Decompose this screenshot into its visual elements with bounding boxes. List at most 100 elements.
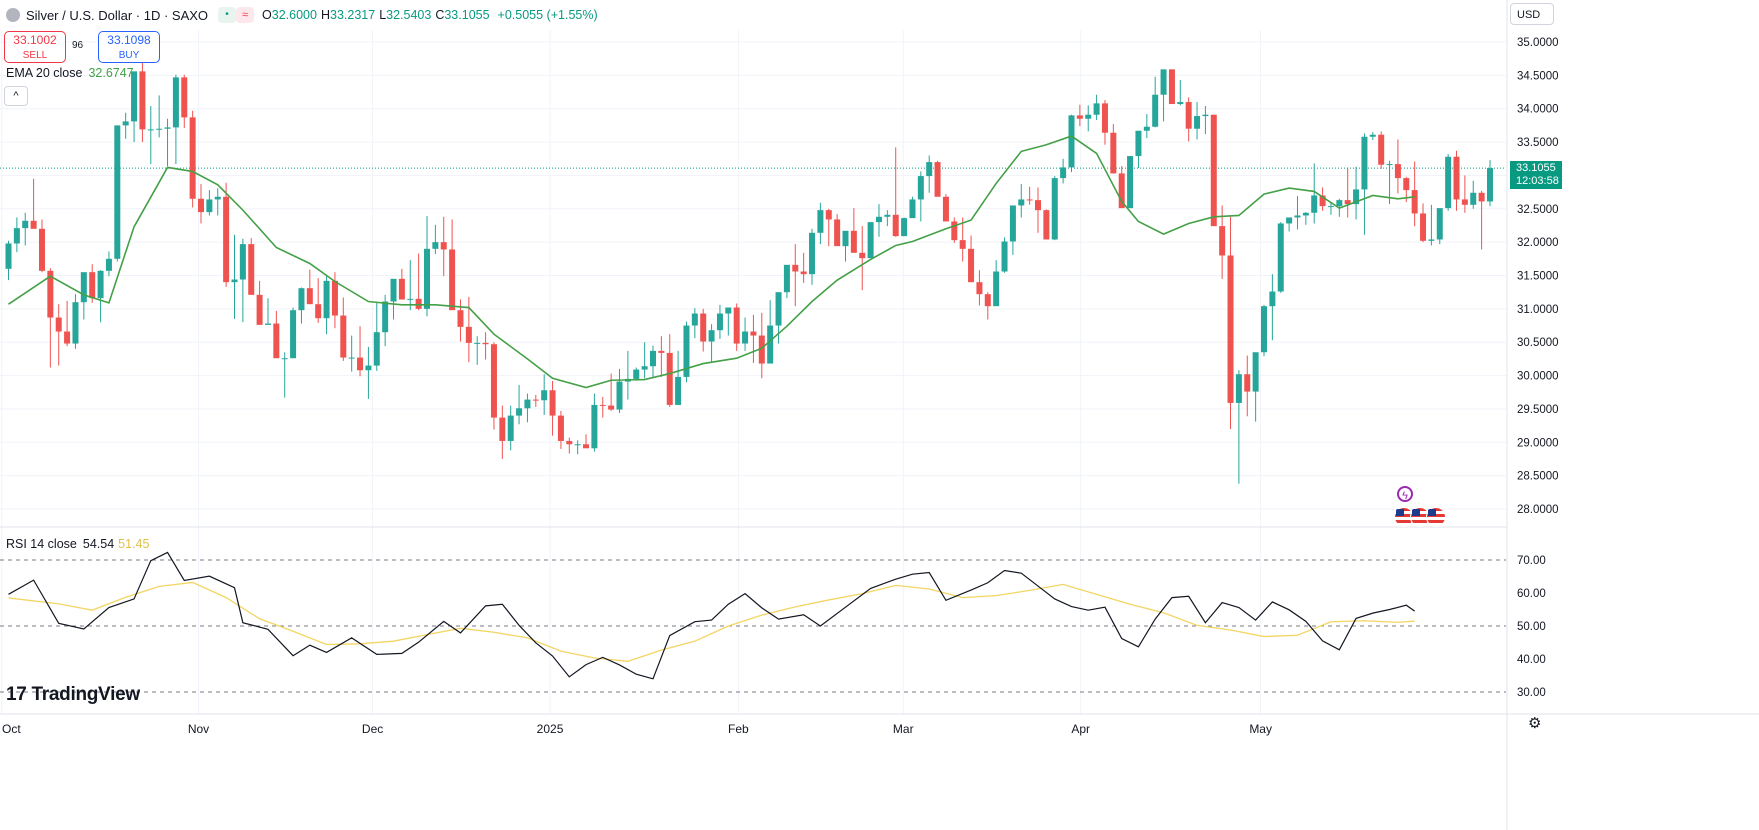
candle-body	[834, 219, 841, 247]
candle-body	[850, 230, 857, 253]
x-tick-label: Nov	[188, 722, 209, 736]
x-tick-label: May	[1249, 722, 1272, 736]
candle-body	[1093, 103, 1100, 115]
price-tick-label: 32.5000	[1517, 204, 1559, 216]
collapse-legend-button[interactable]: ^	[4, 86, 28, 106]
tradingview-logo[interactable]: 17 TradingView	[6, 684, 140, 706]
candle-body	[1026, 199, 1033, 201]
candle-body	[792, 264, 799, 272]
candle-body	[716, 313, 723, 331]
candle-body	[633, 369, 640, 379]
candle-body	[867, 222, 874, 259]
candle-body	[516, 408, 523, 416]
ema-line-layer	[8, 135, 1415, 389]
price-tick-label: 31.5000	[1517, 271, 1559, 283]
candle-body	[306, 288, 313, 305]
ema-20-line	[8, 135, 1415, 389]
candle-body	[89, 272, 96, 299]
candle-body	[490, 344, 497, 418]
x-tick-label: Oct	[2, 722, 21, 736]
candle-body	[976, 282, 983, 295]
candle-body	[1076, 115, 1083, 119]
candle-body	[1235, 374, 1242, 403]
price-tick-label: 29.0000	[1517, 437, 1559, 449]
price-tick-label: 28.5000	[1517, 471, 1559, 483]
candle-body	[1135, 130, 1142, 157]
candle-body	[139, 71, 146, 130]
candle-body	[172, 77, 179, 128]
x-tick-label: Mar	[893, 722, 914, 736]
candle-body	[909, 199, 916, 219]
bar-countdown: 12:03:58	[1516, 175, 1559, 187]
candle-body	[1344, 200, 1351, 205]
candle-body	[1261, 306, 1267, 353]
candle-body	[984, 294, 991, 307]
candle-body	[47, 270, 54, 318]
candle-body	[1378, 134, 1385, 165]
candle-body	[750, 331, 757, 336]
candle-body	[993, 271, 1000, 307]
candle-body	[298, 288, 305, 311]
candle-body	[591, 404, 598, 449]
x-tick-label: Dec	[362, 722, 383, 736]
candle-body	[566, 440, 573, 445]
candle-body	[557, 415, 564, 441]
price-tick-label: 34.0000	[1517, 104, 1559, 116]
candle-body	[1361, 136, 1368, 190]
candle-body	[214, 196, 221, 200]
candle-body	[1127, 156, 1134, 209]
candle-body	[449, 249, 456, 311]
candle-body	[583, 444, 590, 449]
candle-body	[131, 71, 138, 122]
candle-body	[1277, 223, 1284, 292]
wave-icon[interactable]: ≈	[236, 7, 255, 23]
candle-body	[432, 242, 439, 249]
flash-event-icon[interactable]: ϟ	[1397, 486, 1413, 502]
candle-body	[1219, 226, 1226, 256]
candle-body	[1051, 178, 1058, 240]
candle-body	[114, 125, 121, 259]
sell-price: 33.1002	[13, 33, 57, 47]
gear-icon[interactable]: ⚙	[1528, 715, 1542, 732]
buy-button[interactable]: 33.1098 BUY	[98, 31, 160, 63]
rsi-line	[8, 551, 1416, 680]
chevron-up-icon: ^	[13, 90, 19, 102]
candle-body	[934, 162, 941, 197]
candle-body	[231, 279, 238, 283]
ema-legend[interactable]: EMA 20 close 32.6747	[6, 66, 134, 80]
rsi-legend[interactable]: RSI 14 close 54.54 51.45	[6, 537, 149, 551]
candle-body	[942, 196, 949, 222]
economic-events[interactable]	[1394, 507, 1446, 527]
candle-body	[1302, 212, 1309, 216]
candle-body	[1420, 213, 1427, 241]
candle-body	[281, 358, 288, 360]
market-status-icon[interactable]: •	[218, 7, 237, 23]
logo-mark: 17	[6, 684, 27, 705]
symbol-title[interactable]: Silver / U.S. Dollar · 1D · SAXO	[26, 7, 209, 23]
candle-body	[1118, 173, 1125, 209]
candle-body	[1101, 103, 1108, 133]
sell-label: SELL	[22, 50, 48, 61]
candle-body	[5, 243, 12, 269]
spread-value: 96	[72, 40, 84, 51]
us-flag-icon[interactable]	[1426, 507, 1446, 527]
candle-body	[13, 228, 20, 244]
candle-body	[55, 317, 62, 332]
candle-body	[1035, 200, 1042, 211]
rsi-tick-label: 70.00	[1517, 555, 1546, 567]
candle-body	[373, 332, 380, 366]
sell-button[interactable]: 33.1002 SELL	[4, 31, 66, 63]
candle-body	[457, 310, 464, 327]
candle-body	[398, 278, 405, 300]
currency-button[interactable]: USD	[1510, 3, 1554, 25]
candle-body	[1403, 178, 1410, 191]
price-tick-label: 30.5000	[1517, 337, 1559, 349]
candle-body	[1227, 255, 1234, 403]
candle-body	[968, 248, 975, 283]
candle-body	[1244, 374, 1251, 392]
price-tick-label: 35.0000	[1517, 37, 1559, 49]
last-price: 33.1055	[1516, 162, 1556, 174]
x-tick-label: 2025	[537, 722, 564, 736]
price-tick-label: 29.5000	[1517, 404, 1559, 416]
